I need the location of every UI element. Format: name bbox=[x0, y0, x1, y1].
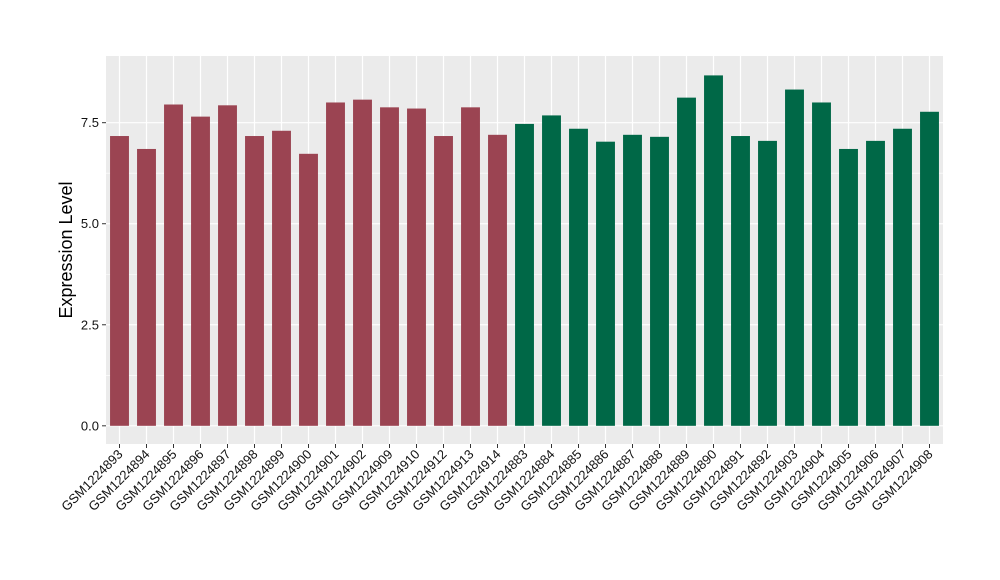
bar-GSM1224888 bbox=[650, 136, 669, 426]
bar-GSM1224886 bbox=[596, 141, 615, 426]
bar-GSM1224910 bbox=[407, 108, 426, 426]
bar-GSM1224900 bbox=[299, 153, 318, 426]
bar-GSM1224895 bbox=[164, 104, 183, 426]
y-tick-label: 2.5 bbox=[81, 317, 99, 332]
bar-GSM1224885 bbox=[569, 128, 588, 426]
bar-GSM1224891 bbox=[731, 136, 750, 426]
bars bbox=[110, 75, 939, 426]
bar-GSM1224883 bbox=[515, 123, 534, 426]
y-tick-label: 5.0 bbox=[81, 216, 99, 231]
bar-GSM1224901 bbox=[326, 102, 345, 426]
bar-GSM1224905 bbox=[839, 148, 858, 426]
bar-GSM1224902 bbox=[353, 99, 372, 426]
bar-GSM1224898 bbox=[245, 136, 264, 426]
bar-GSM1224897 bbox=[218, 105, 237, 426]
y-tick-label: 7.5 bbox=[81, 115, 99, 130]
bar-GSM1224899 bbox=[272, 130, 291, 426]
bar-GSM1224912 bbox=[434, 136, 453, 426]
bar-GSM1224908 bbox=[920, 111, 939, 426]
y-axis-title: Expression Level bbox=[56, 181, 76, 318]
bar-GSM1224903 bbox=[785, 89, 804, 426]
bar-GSM1224884 bbox=[542, 115, 561, 426]
bar-GSM1224913 bbox=[461, 107, 480, 426]
x-axis: GSM1224893GSM1224894GSM1224895GSM1224896… bbox=[58, 444, 936, 514]
bar-GSM1224904 bbox=[812, 102, 831, 426]
bar-GSM1224909 bbox=[380, 107, 399, 426]
y-axis: 0.0 2.5 5.0 7.5 bbox=[81, 115, 106, 433]
bar-GSM1224896 bbox=[191, 116, 210, 426]
bar-GSM1224889 bbox=[677, 97, 696, 426]
y-tick-label: 0.0 bbox=[81, 418, 99, 433]
bar-GSM1224890 bbox=[704, 75, 723, 426]
bar-GSM1224893 bbox=[110, 136, 129, 426]
bar-GSM1224892 bbox=[758, 140, 777, 426]
bar-GSM1224887 bbox=[623, 134, 642, 426]
bar-GSM1224906 bbox=[866, 140, 885, 426]
bar-GSM1224894 bbox=[137, 148, 156, 426]
bar-GSM1224914 bbox=[488, 134, 507, 426]
bar-GSM1224907 bbox=[893, 128, 912, 426]
